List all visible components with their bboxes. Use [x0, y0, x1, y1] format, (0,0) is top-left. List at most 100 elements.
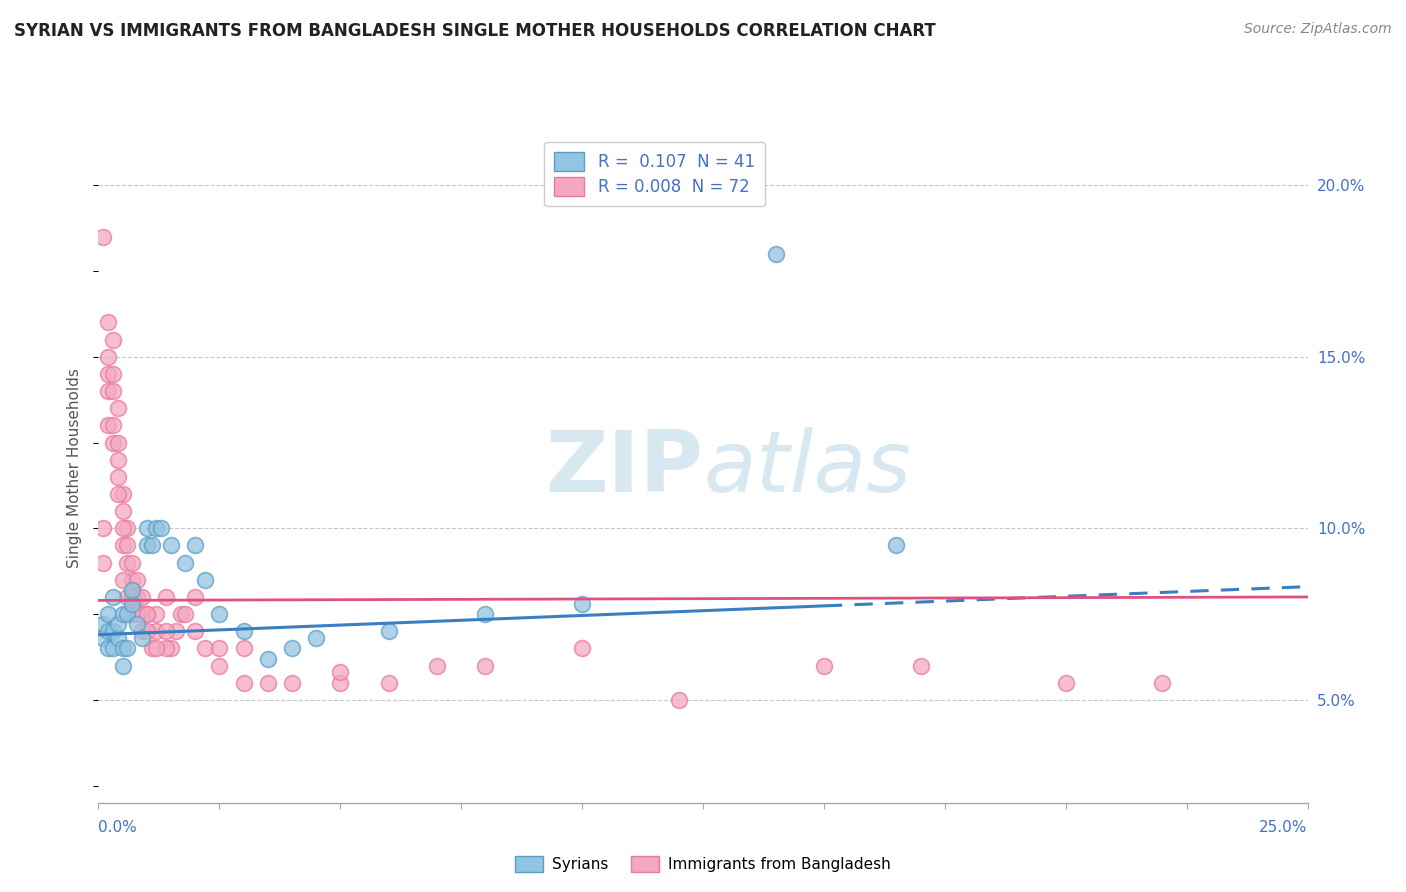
Point — [107, 401, 129, 416]
Point — [813, 658, 835, 673]
Point — [97, 316, 120, 330]
Point — [474, 658, 496, 673]
Point — [232, 641, 254, 656]
Point — [135, 624, 157, 639]
Point — [145, 641, 167, 656]
Point — [135, 521, 157, 535]
Point — [256, 675, 278, 690]
Point — [121, 607, 143, 621]
Text: 25.0%: 25.0% — [1260, 820, 1308, 835]
Point — [141, 539, 163, 553]
Point — [121, 590, 143, 604]
Point — [107, 487, 129, 501]
Point — [111, 539, 134, 553]
Point — [174, 607, 197, 621]
Point — [165, 624, 187, 639]
Point — [101, 384, 124, 398]
Point — [194, 641, 217, 656]
Point — [184, 624, 207, 639]
Point — [145, 521, 167, 535]
Point — [329, 665, 352, 680]
Point — [150, 521, 173, 535]
Point — [155, 624, 177, 639]
Point — [194, 573, 217, 587]
Point — [184, 539, 207, 553]
Text: 0.0%: 0.0% — [98, 820, 138, 835]
Point — [160, 641, 183, 656]
Text: ZIP: ZIP — [546, 426, 703, 510]
Point — [765, 247, 787, 261]
Point — [111, 504, 134, 518]
Point — [232, 675, 254, 690]
Point — [256, 651, 278, 665]
Point — [305, 631, 328, 645]
Point — [155, 590, 177, 604]
Point — [426, 658, 449, 673]
Point — [668, 693, 690, 707]
Point — [121, 556, 143, 570]
Legend: Syrians, Immigrants from Bangladesh: Syrians, Immigrants from Bangladesh — [508, 848, 898, 880]
Point — [97, 367, 120, 381]
Point — [107, 452, 129, 467]
Point — [97, 384, 120, 398]
Point — [101, 435, 124, 450]
Point — [101, 624, 124, 639]
Point — [281, 641, 304, 656]
Point — [135, 607, 157, 621]
Point — [1054, 675, 1077, 690]
Text: Source: ZipAtlas.com: Source: ZipAtlas.com — [1244, 22, 1392, 37]
Point — [571, 597, 593, 611]
Y-axis label: Single Mother Households: Single Mother Households — [67, 368, 83, 568]
Point — [281, 675, 304, 690]
Point — [169, 607, 191, 621]
Point — [155, 641, 177, 656]
Point — [101, 333, 124, 347]
Point — [117, 607, 139, 621]
Point — [131, 631, 153, 645]
Point — [111, 521, 134, 535]
Point — [377, 675, 399, 690]
Point — [208, 641, 231, 656]
Point — [127, 590, 149, 604]
Point — [111, 573, 134, 587]
Point — [174, 556, 197, 570]
Point — [111, 641, 134, 656]
Point — [101, 367, 124, 381]
Point — [117, 539, 139, 553]
Point — [208, 607, 231, 621]
Point — [208, 658, 231, 673]
Point — [107, 470, 129, 484]
Point — [135, 607, 157, 621]
Point — [101, 590, 124, 604]
Point — [111, 487, 134, 501]
Point — [107, 617, 129, 632]
Point — [111, 658, 134, 673]
Point — [127, 607, 149, 621]
Point — [131, 607, 153, 621]
Point — [97, 418, 120, 433]
Point — [910, 658, 932, 673]
Point — [886, 539, 908, 553]
Point — [571, 641, 593, 656]
Point — [101, 418, 124, 433]
Point — [141, 641, 163, 656]
Point — [145, 607, 167, 621]
Point — [117, 556, 139, 570]
Point — [97, 641, 120, 656]
Point — [232, 624, 254, 639]
Point — [1152, 675, 1174, 690]
Point — [91, 521, 114, 535]
Point — [91, 631, 114, 645]
Point — [135, 539, 157, 553]
Point — [184, 590, 207, 604]
Point — [121, 583, 143, 598]
Point — [131, 590, 153, 604]
Point — [127, 617, 149, 632]
Point — [101, 641, 124, 656]
Point — [107, 631, 129, 645]
Legend: R =  0.107  N = 41, R = 0.008  N = 72: R = 0.107 N = 41, R = 0.008 N = 72 — [544, 142, 765, 206]
Point — [91, 556, 114, 570]
Text: SYRIAN VS IMMIGRANTS FROM BANGLADESH SINGLE MOTHER HOUSEHOLDS CORRELATION CHART: SYRIAN VS IMMIGRANTS FROM BANGLADESH SIN… — [14, 22, 936, 40]
Point — [117, 590, 139, 604]
Point — [377, 624, 399, 639]
